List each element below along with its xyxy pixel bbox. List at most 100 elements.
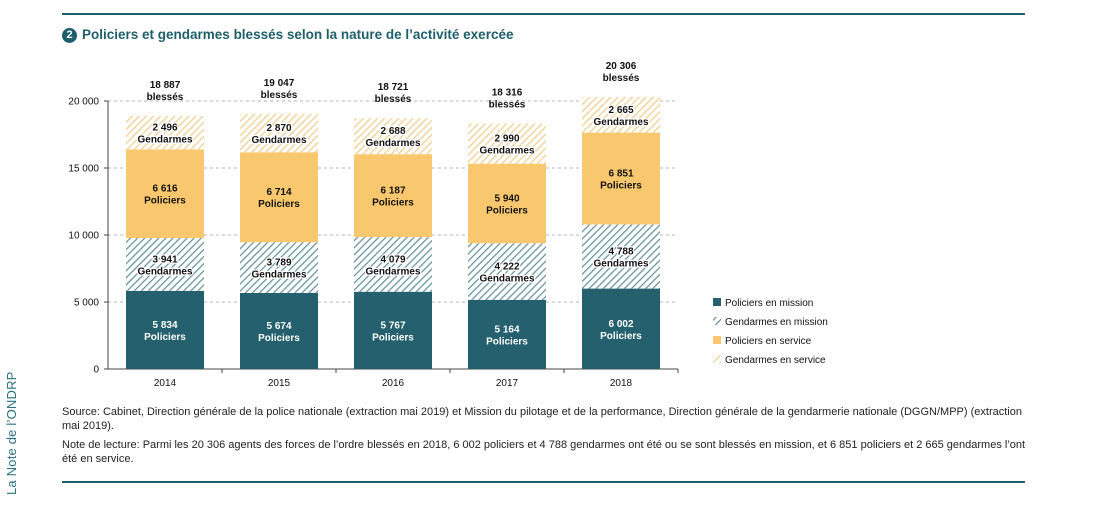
data-label-series: Gendarmes — [593, 258, 648, 269]
y-tick-label: 5 000 — [74, 298, 99, 309]
data-label-series: Gendarmes — [365, 138, 420, 149]
data-label: 2 870 — [266, 123, 291, 134]
data-label-series: Gendarmes — [593, 117, 648, 128]
data-label-series: Gendarmes — [137, 135, 192, 146]
y-tick-label: 20 000 — [68, 97, 99, 108]
data-label-series: Policiers — [486, 205, 528, 216]
bar-segment — [582, 96, 660, 133]
legend-label: Policiers en mission — [725, 298, 813, 309]
data-label-series: Policiers — [258, 199, 300, 210]
source-text: Source: Cabinet, Direction générale de l… — [62, 406, 1022, 432]
x-tick-label: 2017 — [496, 378, 519, 389]
reading-note-text: Note de lecture: Parmi les 20 306 agents… — [62, 439, 1026, 465]
stacked-bar-chart: 0 5 000 10 000 15 000 20 000 2014 2015 2016 2017… — [68, 61, 828, 389]
legend-label: Gendarmes en service — [725, 355, 826, 366]
total-label: 20 306 — [606, 61, 637, 72]
bar-segment — [126, 290, 204, 369]
data-label-series: Policiers — [144, 196, 186, 207]
bar-segment — [354, 154, 432, 238]
bars — [126, 96, 660, 369]
data-label-series: Policiers — [258, 333, 300, 344]
bottom-rule — [62, 481, 1025, 483]
data-label: 5 834 — [152, 320, 177, 331]
bar-segment — [240, 292, 318, 369]
legend-swatch — [713, 355, 721, 363]
bar-segment — [468, 243, 546, 300]
bar-segment — [354, 118, 432, 155]
x-tick-label: 2015 — [268, 378, 291, 389]
data-label-series: Gendarmes — [251, 270, 306, 281]
data-label-series: Policiers — [372, 332, 414, 343]
data-label: 2 665 — [608, 105, 633, 116]
bar-segment — [582, 288, 660, 369]
data-label-series: Policiers — [486, 336, 528, 347]
data-label-series: Policiers — [600, 181, 642, 192]
data-label: 5 940 — [494, 193, 519, 204]
data-label: 2 688 — [380, 126, 405, 137]
bar-segment — [468, 163, 546, 244]
bar-segment — [240, 152, 318, 243]
bar-segment — [582, 224, 660, 289]
data-label: 3 941 — [152, 254, 177, 265]
data-label: 6 851 — [608, 169, 633, 180]
notes: Source: Cabinet, Direction générale de l… — [62, 405, 1027, 471]
bar-segment — [468, 299, 546, 369]
total-label: 19 047 — [264, 78, 295, 89]
bar-segment — [582, 132, 660, 225]
data-label-series: Gendarmes — [137, 266, 192, 277]
top-rule — [62, 13, 1025, 15]
data-label: 4 079 — [380, 254, 405, 265]
data-label: 6 187 — [380, 186, 405, 197]
total-label: 18 887 — [150, 80, 181, 91]
legend-label: Policiers en service — [725, 336, 812, 347]
y-tick-label: 10 000 — [68, 231, 99, 242]
data-label-series: Policiers — [144, 332, 186, 343]
data-label-series: Gendarmes — [479, 146, 534, 157]
data-label-series: Policiers — [372, 198, 414, 209]
bar-segment — [126, 238, 204, 291]
data-label: 6 714 — [266, 187, 291, 198]
data-label-series: Policiers — [600, 331, 642, 342]
total-label-suffix: blessés — [147, 92, 184, 103]
data-label: 6 616 — [152, 184, 177, 195]
total-label-suffix: blessés — [603, 73, 640, 84]
total-label-suffix: blessés — [375, 94, 412, 105]
data-label: 3 789 — [266, 258, 291, 269]
y-tick-label: 15 000 — [68, 164, 99, 175]
legend-label: Gendarmes en mission — [725, 317, 828, 328]
side-label: La Note de l’ONDRP — [4, 371, 19, 495]
total-label-suffix: blessés — [261, 90, 298, 101]
data-label: 2 990 — [494, 134, 519, 145]
legend-swatch — [713, 317, 721, 325]
legend-swatch — [713, 298, 721, 306]
data-label: 5 164 — [494, 324, 519, 335]
total-label: 18 721 — [378, 82, 409, 93]
data-label-series: Gendarmes — [365, 266, 420, 277]
legend-swatch — [713, 336, 721, 344]
y-tick-label: 0 — [93, 365, 99, 376]
bar-segment — [354, 291, 432, 369]
bar-segment — [240, 242, 318, 293]
data-label-series: Gendarmes — [251, 135, 306, 146]
legend: Policiers en mission Gendarmes en mission… — [713, 298, 828, 366]
x-tick-label: 2018 — [610, 378, 633, 389]
chart-title: 2 Policiers et gendarmes blessés selon la… — [62, 27, 513, 43]
x-tick-label: 2016 — [382, 378, 405, 389]
total-label-suffix: blessés — [489, 100, 526, 111]
data-label: 4 222 — [494, 262, 519, 273]
x-tick-label: 2014 — [154, 378, 177, 389]
data-label: 5 767 — [380, 320, 405, 331]
data-label: 6 002 — [608, 319, 633, 330]
chart-title-text: Policiers et gendarmes blessés selon la … — [82, 27, 514, 42]
data-label: 2 496 — [152, 123, 177, 134]
bar-segment — [468, 123, 546, 164]
data-label-series: Gendarmes — [479, 274, 534, 285]
data-label: 4 788 — [608, 246, 633, 257]
bar-segment — [126, 149, 204, 239]
bar-segment — [354, 237, 432, 292]
figure-number-badge: 2 — [62, 28, 77, 43]
bar-segment — [240, 113, 318, 153]
bar-segment — [126, 115, 204, 150]
data-label: 5 674 — [266, 321, 291, 332]
